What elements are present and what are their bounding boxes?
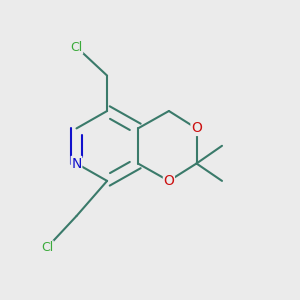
Text: O: O: [191, 122, 202, 135]
Text: Cl: Cl: [70, 40, 83, 54]
Text: Cl: Cl: [41, 241, 53, 254]
Text: O: O: [164, 174, 174, 188]
Text: N: N: [71, 157, 82, 170]
